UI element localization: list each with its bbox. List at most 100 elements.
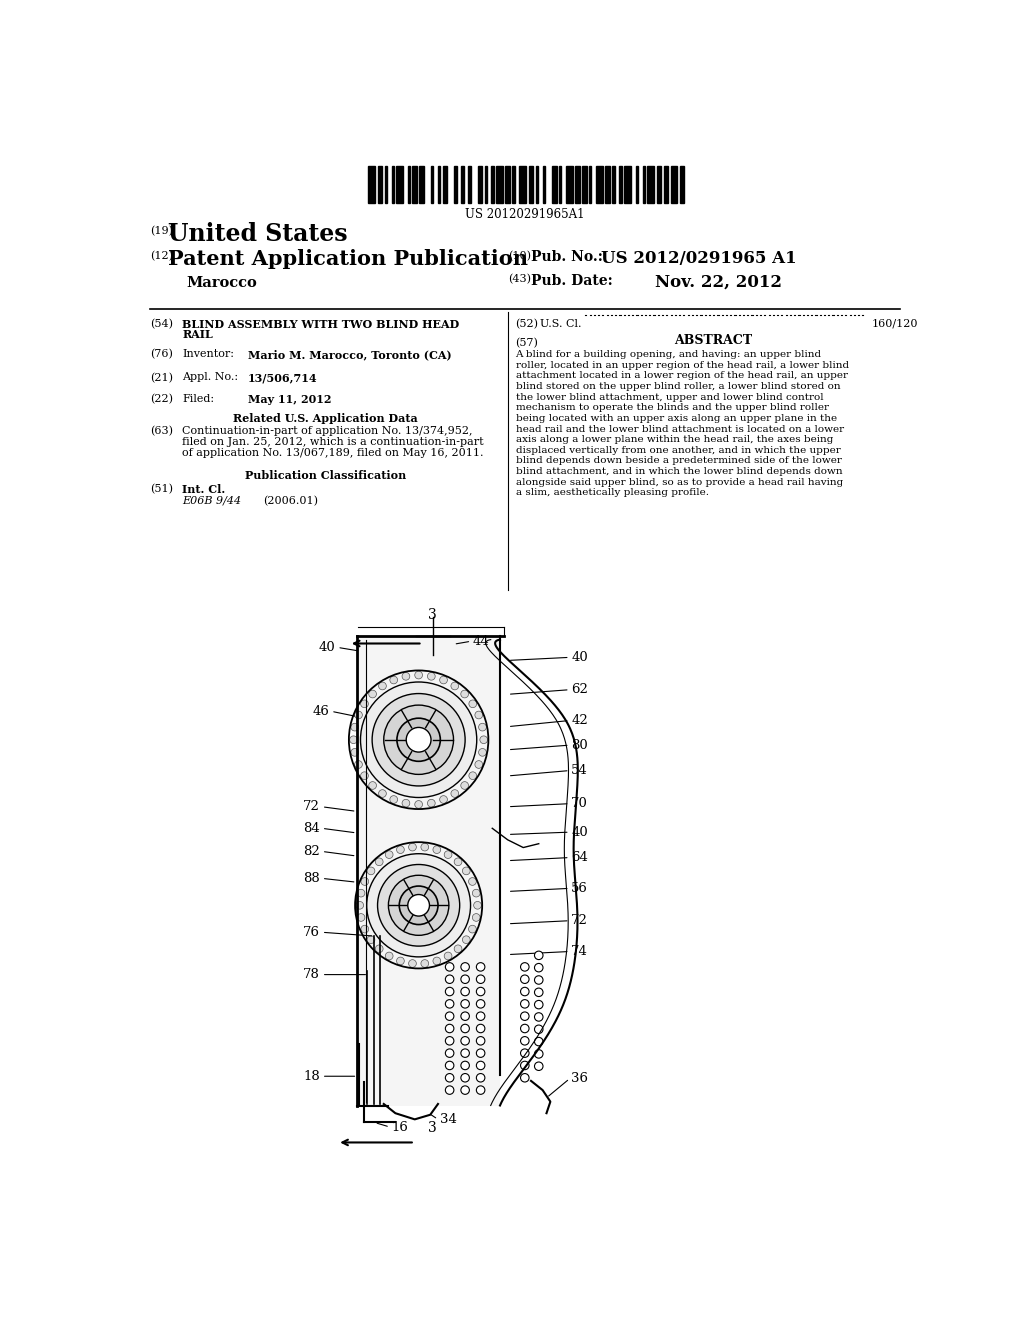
Text: 18: 18 — [303, 1069, 321, 1082]
Text: Marocco: Marocco — [186, 276, 257, 290]
Circle shape — [461, 781, 469, 789]
Text: filed on Jan. 25, 2012, which is a continuation-in-part: filed on Jan. 25, 2012, which is a conti… — [182, 437, 484, 447]
Circle shape — [367, 936, 375, 944]
Circle shape — [445, 962, 454, 972]
Circle shape — [476, 1061, 485, 1069]
Text: attachment located in a lower region of the head rail, an upper: attachment located in a lower region of … — [515, 371, 848, 380]
Circle shape — [445, 1073, 454, 1082]
Bar — [559, 166, 561, 203]
Circle shape — [520, 975, 529, 983]
Text: (63): (63) — [150, 426, 173, 437]
Circle shape — [520, 962, 529, 972]
Bar — [396, 166, 403, 203]
Circle shape — [445, 1024, 454, 1032]
Text: Nov. 22, 2012: Nov. 22, 2012 — [655, 275, 782, 290]
Text: Mario M. Marocco, Toronto (CA): Mario M. Marocco, Toronto (CA) — [248, 350, 452, 360]
Bar — [468, 166, 471, 203]
Bar — [620, 166, 622, 203]
Text: 64: 64 — [571, 851, 588, 865]
Circle shape — [461, 975, 469, 983]
Circle shape — [369, 781, 377, 789]
Text: RAIL: RAIL — [182, 330, 213, 341]
Circle shape — [360, 700, 369, 708]
Circle shape — [463, 867, 470, 875]
Text: 40: 40 — [571, 651, 588, 664]
Circle shape — [476, 1012, 485, 1020]
Circle shape — [378, 865, 460, 946]
Circle shape — [535, 952, 543, 960]
Circle shape — [520, 1024, 529, 1032]
Circle shape — [520, 987, 529, 995]
Text: a slim, aesthetically pleasing profile.: a slim, aesthetically pleasing profile. — [515, 488, 709, 498]
Circle shape — [469, 878, 476, 886]
Circle shape — [472, 913, 480, 921]
Circle shape — [360, 682, 477, 797]
Circle shape — [472, 890, 480, 898]
Text: mechanism to operate the blinds and the upper blind roller: mechanism to operate the blinds and the … — [515, 404, 828, 412]
Circle shape — [360, 878, 369, 886]
Text: 16: 16 — [391, 1121, 409, 1134]
Text: blind attachment, and in which the lower blind depends down: blind attachment, and in which the lower… — [515, 467, 842, 477]
Circle shape — [390, 796, 397, 804]
Text: (54): (54) — [150, 318, 173, 329]
Bar — [420, 166, 424, 203]
Circle shape — [402, 800, 410, 807]
Text: 70: 70 — [571, 797, 588, 810]
Bar — [528, 166, 534, 203]
Text: head rail and the lower blind attachment is located on a lower: head rail and the lower blind attachment… — [515, 425, 844, 433]
Text: U.S. Cl.: U.S. Cl. — [541, 318, 582, 329]
Circle shape — [409, 960, 417, 968]
Circle shape — [390, 676, 397, 684]
Bar — [438, 166, 440, 203]
Text: of application No. 13/067,189, filed on May 16, 2011.: of application No. 13/067,189, filed on … — [182, 447, 483, 458]
Text: 74: 74 — [571, 945, 588, 958]
Bar — [455, 166, 457, 203]
Circle shape — [379, 789, 386, 797]
Bar — [664, 166, 669, 203]
Circle shape — [397, 718, 440, 762]
Text: (43): (43) — [508, 275, 530, 284]
Text: alongside said upper blind, so as to provide a head rail having: alongside said upper blind, so as to pro… — [515, 478, 843, 487]
Text: Pub. Date:: Pub. Date: — [531, 275, 612, 288]
Circle shape — [433, 957, 440, 965]
Circle shape — [535, 964, 543, 972]
Circle shape — [476, 1036, 485, 1045]
Text: Continuation-in-part of application No. 13/374,952,: Continuation-in-part of application No. … — [182, 426, 473, 437]
Text: (57): (57) — [515, 338, 539, 348]
Circle shape — [455, 858, 462, 866]
Circle shape — [407, 727, 431, 752]
Bar — [552, 166, 557, 203]
Circle shape — [535, 1026, 543, 1034]
Circle shape — [461, 1086, 469, 1094]
Bar — [536, 166, 538, 203]
Text: Int. Cl.: Int. Cl. — [182, 484, 225, 495]
Circle shape — [478, 748, 486, 756]
Circle shape — [476, 975, 485, 983]
Bar — [583, 166, 587, 203]
Text: 13/506,714: 13/506,714 — [248, 372, 317, 383]
Circle shape — [480, 737, 487, 743]
Bar — [461, 166, 464, 203]
Bar — [566, 166, 572, 203]
Text: E06B 9/44: E06B 9/44 — [182, 496, 242, 506]
Circle shape — [520, 1049, 529, 1057]
Text: the lower blind attachment, upper and lower blind control: the lower blind attachment, upper and lo… — [515, 392, 823, 401]
Text: 34: 34 — [439, 1113, 457, 1126]
Circle shape — [396, 846, 404, 854]
Circle shape — [433, 846, 440, 854]
Circle shape — [445, 975, 454, 983]
Text: 40: 40 — [318, 640, 336, 653]
Circle shape — [461, 1024, 469, 1032]
Text: (76): (76) — [150, 350, 173, 359]
Circle shape — [372, 693, 465, 785]
Circle shape — [384, 705, 454, 775]
Text: United States: United States — [168, 222, 348, 246]
Text: BLIND ASSEMBLY WITH TWO BLIND HEAD: BLIND ASSEMBLY WITH TWO BLIND HEAD — [182, 318, 460, 330]
Circle shape — [351, 723, 358, 731]
Circle shape — [520, 999, 529, 1008]
Circle shape — [445, 999, 454, 1008]
Circle shape — [469, 925, 476, 933]
Text: 3: 3 — [428, 609, 437, 622]
Text: (21): (21) — [150, 372, 173, 383]
Text: 46: 46 — [312, 705, 330, 718]
